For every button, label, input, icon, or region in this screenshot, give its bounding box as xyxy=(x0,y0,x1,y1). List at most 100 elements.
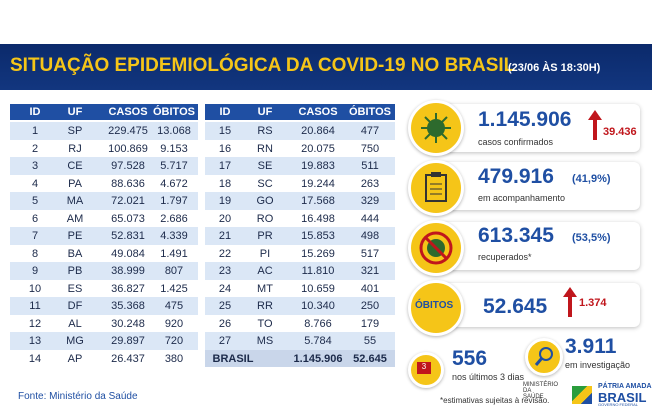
table-cell: 8.766 xyxy=(304,317,332,330)
table-cell: SE xyxy=(257,160,273,172)
table-cell: 21 xyxy=(218,230,232,242)
table-cell: PE xyxy=(67,230,83,242)
column-header: UF xyxy=(257,106,273,118)
table-cell: 250 xyxy=(360,300,380,312)
table-cell: 13 xyxy=(28,335,42,347)
table-cell: 263 xyxy=(360,177,380,190)
table-cell: PR xyxy=(257,230,273,242)
table-cell: RR xyxy=(257,300,273,312)
column-header: UF xyxy=(67,106,83,118)
table-cell: RO xyxy=(256,212,274,225)
table-cell: MT xyxy=(257,282,273,295)
table-row xyxy=(205,227,395,245)
card xyxy=(440,162,640,210)
table-cell: 498 xyxy=(360,230,380,242)
column-header: ID xyxy=(29,106,41,118)
table-cell: 18 xyxy=(218,177,232,190)
table-cell: 15 xyxy=(218,125,232,137)
table-row xyxy=(205,192,395,210)
table-cell: PA xyxy=(68,177,82,190)
recovered-label: recuperados* xyxy=(478,252,532,262)
total-row xyxy=(205,349,395,367)
column-header: CASOS xyxy=(298,106,338,118)
table-cell: CE xyxy=(67,160,83,172)
header-row xyxy=(10,104,198,120)
table-cell: 511 xyxy=(361,160,379,172)
table-cell: 26.437 xyxy=(111,352,145,365)
table-cell: MG xyxy=(66,335,84,347)
table-cell: 807 xyxy=(164,265,184,277)
deaths-increase: 1.374 xyxy=(579,297,607,309)
brand: BRASIL xyxy=(598,390,647,405)
table-cell: 19.883 xyxy=(301,160,335,172)
total-cell: 52.645 xyxy=(353,352,387,365)
table-cell: 29.897 xyxy=(111,335,145,347)
table-cell: 2 xyxy=(31,142,39,155)
table-cell: 10 xyxy=(28,282,42,295)
icon-recovered xyxy=(408,220,464,276)
table-cell: 27 xyxy=(218,335,232,347)
table-row xyxy=(10,262,198,280)
table-cell: 30.248 xyxy=(111,317,145,330)
recovered-percent: (53,5%) xyxy=(572,232,611,244)
header-row xyxy=(205,104,395,120)
title: SITUAÇÃO EPIDEMIOLÓGICA DA COVID-19 NO B… xyxy=(10,55,516,76)
table-cell: 6 xyxy=(31,212,39,225)
table-cell: 10.659 xyxy=(301,282,335,295)
table-cell: 35.368 xyxy=(111,300,145,312)
monitoring-percent: (41,9%) xyxy=(572,173,611,185)
table-cell: RN xyxy=(257,142,273,155)
table-cell: 7 xyxy=(31,230,39,242)
table-cell: 12 xyxy=(28,317,42,330)
table-cell: 49.084 xyxy=(111,247,145,260)
table-cell: 9.153 xyxy=(160,142,188,155)
table-cell: 1.797 xyxy=(160,195,188,207)
table-row xyxy=(205,122,395,140)
table-cell: 19 xyxy=(218,195,232,207)
table-cell: 20.075 xyxy=(301,142,335,155)
table-cell: 11 xyxy=(29,300,41,312)
icon-clipboard xyxy=(408,160,464,216)
table-cell: 25 xyxy=(218,300,232,312)
table-cell: 477 xyxy=(360,125,380,137)
table-cell: 15.269 xyxy=(301,247,335,260)
ministry: MINISTÉRIO DA SAÚDE xyxy=(523,382,559,400)
table-row xyxy=(10,332,198,350)
icon-search xyxy=(525,338,563,376)
column-header: ÓBITOS xyxy=(349,106,391,118)
title-band xyxy=(0,44,652,90)
table-cell: 401 xyxy=(360,282,380,295)
table-cell: 4.339 xyxy=(160,230,188,242)
deaths-value: 52.645 xyxy=(483,295,548,318)
table-cell: 20 xyxy=(218,212,232,225)
up-arrow xyxy=(563,287,577,317)
table-cell: GO xyxy=(256,195,274,207)
table-cell: 1.425 xyxy=(160,282,188,295)
table-cell: 15.853 xyxy=(301,230,335,242)
column-header: ÓBITOS xyxy=(153,106,195,118)
table-cell: MA xyxy=(66,195,84,207)
confirmed-value: 1.145.906 xyxy=(478,108,572,131)
table-cell: MS xyxy=(256,335,274,347)
table-cell: AL xyxy=(68,317,82,330)
table-cell: 36.827 xyxy=(111,282,145,295)
table-cell: ES xyxy=(67,282,83,295)
table-cell: TO xyxy=(257,317,273,330)
table-cell: 11.810 xyxy=(301,265,335,277)
card xyxy=(440,104,640,152)
table-row xyxy=(205,157,395,175)
card xyxy=(440,283,640,327)
total-cell: BRASIL xyxy=(212,352,254,365)
table-cell: 229.475 xyxy=(108,125,148,137)
table-cell: AP xyxy=(67,352,83,365)
table-cell: 88.636 xyxy=(111,177,145,190)
table-cell: 65.073 xyxy=(111,212,145,225)
table-cell: 97.528 xyxy=(111,160,145,172)
table-cell: 17.568 xyxy=(301,195,335,207)
deaths-label: ÓBITOS xyxy=(415,300,454,311)
table-cell: 100.869 xyxy=(108,142,148,155)
table-cell: 321 xyxy=(360,265,380,277)
table-cell: 16 xyxy=(218,142,232,155)
up-arrow xyxy=(588,110,602,140)
